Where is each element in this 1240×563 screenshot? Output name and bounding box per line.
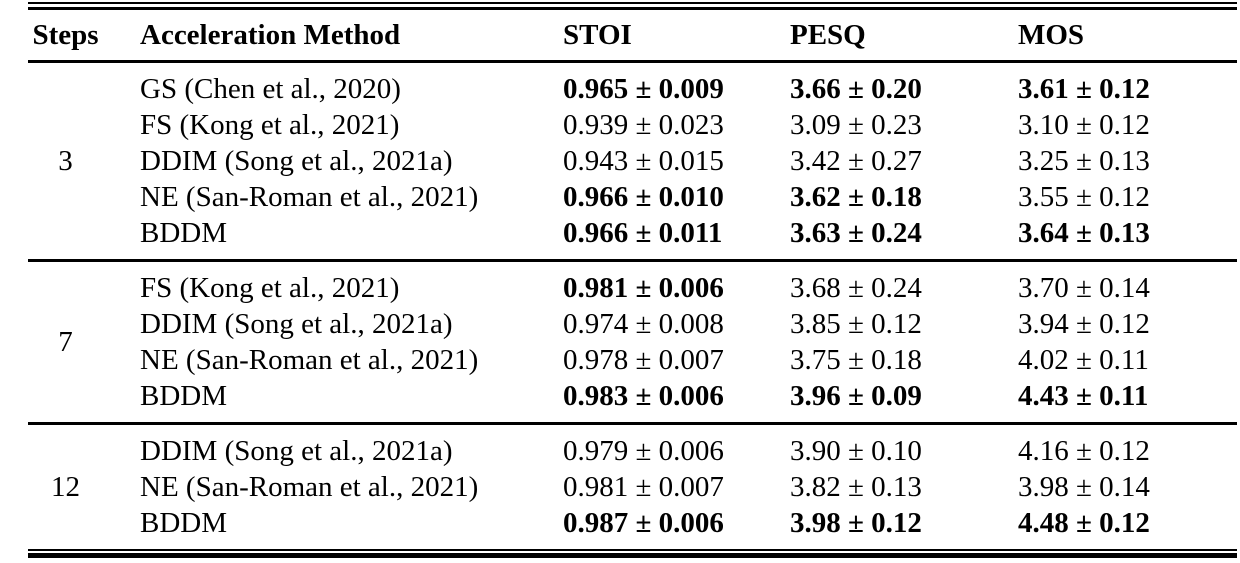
stoi-value: 0.981 ± 0.006: [563, 272, 724, 304]
method-cell: FS (Kong et al., 2021): [140, 109, 400, 141]
table-row: 12 DDIM (Song et al., 2021a) 0.979 ± 0.0…: [28, 424, 1237, 503]
stoi-value: 0.987 ± 0.006: [563, 507, 724, 539]
stoi-value: 0.983 ± 0.006: [563, 380, 724, 412]
pesq-value: 3.42 ± 0.27: [790, 145, 922, 177]
stoi-value: 0.979 ± 0.006: [563, 435, 724, 467]
pesq-value: 3.96 ± 0.09: [790, 380, 922, 412]
mos-value: 3.25 ± 0.13: [1018, 145, 1150, 177]
steps-cell: 3: [58, 145, 73, 177]
mos-value: 4.16 ± 0.12: [1018, 435, 1150, 467]
method-cell: NE (San-Roman et al., 2021): [140, 181, 479, 213]
table-row: NE (San-Roman et al., 2021) 0.981 ± 0.00…: [28, 469, 1237, 505]
stoi-value: 0.965 ± 0.009: [563, 73, 724, 105]
table-row: NE (San-Roman et al., 2021) 0.966 ± 0.01…: [28, 179, 1237, 215]
table-row: 3 GS (Chen et al., 2020) 0.965 ± 0.009 3…: [28, 62, 1237, 177]
stoi-value: 0.974 ± 0.008: [563, 308, 724, 340]
stoi-value: 0.943 ± 0.015: [563, 145, 724, 177]
stoi-value: 0.966 ± 0.010: [563, 181, 724, 213]
table-row: BDDM 0.983 ± 0.006 3.96 ± 0.09 4.43 ± 0.…: [28, 378, 1237, 424]
group-steps-3: 3 GS (Chen et al., 2020) 0.965 ± 0.009 3…: [28, 62, 1237, 261]
mos-value: 3.64 ± 0.13: [1018, 217, 1150, 249]
col-header-mos: MOS: [1018, 19, 1085, 51]
mos-value: 4.02 ± 0.11: [1018, 344, 1149, 376]
results-table-container: Steps Acceleration Method STOI PESQ MOS …: [28, 2, 1237, 558]
col-header-steps: Steps: [32, 19, 99, 51]
col-header-stoi: STOI: [563, 19, 632, 51]
mos-value: 3.10 ± 0.12: [1018, 109, 1150, 141]
table-row: BDDM 0.987 ± 0.006 3.98 ± 0.12 4.48 ± 0.…: [28, 505, 1237, 550]
method-cell: BDDM: [140, 507, 228, 539]
pesq-value: 3.85 ± 0.12: [790, 308, 922, 340]
method-cell: DDIM (Song et al., 2021a): [140, 145, 453, 177]
stoi-value: 0.966 ± 0.011: [563, 217, 723, 249]
header-row: Steps Acceleration Method STOI PESQ MOS: [28, 9, 1237, 62]
group-steps-7: 7 FS (Kong et al., 2021) 0.981 ± 0.006 3…: [28, 260, 1237, 424]
pesq-value: 3.63 ± 0.24: [790, 217, 922, 249]
method-cell: FS (Kong et al., 2021): [140, 272, 400, 304]
stoi-value: 0.981 ± 0.007: [563, 471, 724, 503]
group-steps-12: 12 DDIM (Song et al., 2021a) 0.979 ± 0.0…: [28, 423, 1237, 551]
mos-value: 4.43 ± 0.11: [1018, 380, 1149, 412]
mos-value: 4.48 ± 0.12: [1018, 507, 1150, 539]
stoi-value: 0.978 ± 0.007: [563, 344, 724, 376]
pesq-value: 3.75 ± 0.18: [790, 344, 922, 376]
method-cell: BDDM: [140, 217, 228, 249]
mos-value: 3.61 ± 0.12: [1018, 73, 1150, 105]
pesq-value: 3.82 ± 0.13: [790, 471, 922, 503]
method-cell: DDIM (Song et al., 2021a): [140, 308, 453, 340]
pesq-value: 3.98 ± 0.12: [790, 507, 922, 539]
pesq-value: 3.68 ± 0.24: [790, 272, 922, 304]
method-cell: BDDM: [140, 380, 228, 412]
method-cell: NE (San-Roman et al., 2021): [140, 471, 479, 503]
table-row: DDIM (Song et al., 2021a) 0.943 ± 0.015 …: [28, 143, 1237, 179]
table-row: BDDM 0.966 ± 0.011 3.63 ± 0.24 3.64 ± 0.…: [28, 215, 1237, 261]
mos-value: 3.94 ± 0.12: [1018, 308, 1150, 340]
col-header-pesq: PESQ: [790, 19, 866, 51]
stoi-value: 0.939 ± 0.023: [563, 109, 724, 141]
pesq-value: 3.62 ± 0.18: [790, 181, 922, 213]
steps-cell: 7: [58, 326, 73, 358]
pesq-value: 3.09 ± 0.23: [790, 109, 922, 141]
table-header: Steps Acceleration Method STOI PESQ MOS: [28, 9, 1237, 62]
table-row: 7 FS (Kong et al., 2021) 0.981 ± 0.006 3…: [28, 261, 1237, 358]
table-row: NE (San-Roman et al., 2021) 0.978 ± 0.00…: [28, 342, 1237, 378]
mos-value: 3.70 ± 0.14: [1018, 272, 1150, 304]
table-row: DDIM (Song et al., 2021a) 0.974 ± 0.008 …: [28, 306, 1237, 342]
method-cell: NE (San-Roman et al., 2021): [140, 344, 479, 376]
steps-cell: 12: [51, 471, 80, 503]
mos-value: 3.98 ± 0.14: [1018, 471, 1150, 503]
pesq-value: 3.66 ± 0.20: [790, 73, 922, 105]
results-table: Steps Acceleration Method STOI PESQ MOS …: [28, 7, 1237, 551]
method-cell: DDIM (Song et al., 2021a): [140, 435, 453, 467]
col-header-method: Acceleration Method: [140, 19, 401, 51]
mos-value: 3.55 ± 0.12: [1018, 181, 1150, 213]
method-cell: GS (Chen et al., 2020): [140, 73, 401, 105]
table-row: FS (Kong et al., 2021) 0.939 ± 0.023 3.0…: [28, 107, 1237, 143]
pesq-value: 3.90 ± 0.10: [790, 435, 922, 467]
